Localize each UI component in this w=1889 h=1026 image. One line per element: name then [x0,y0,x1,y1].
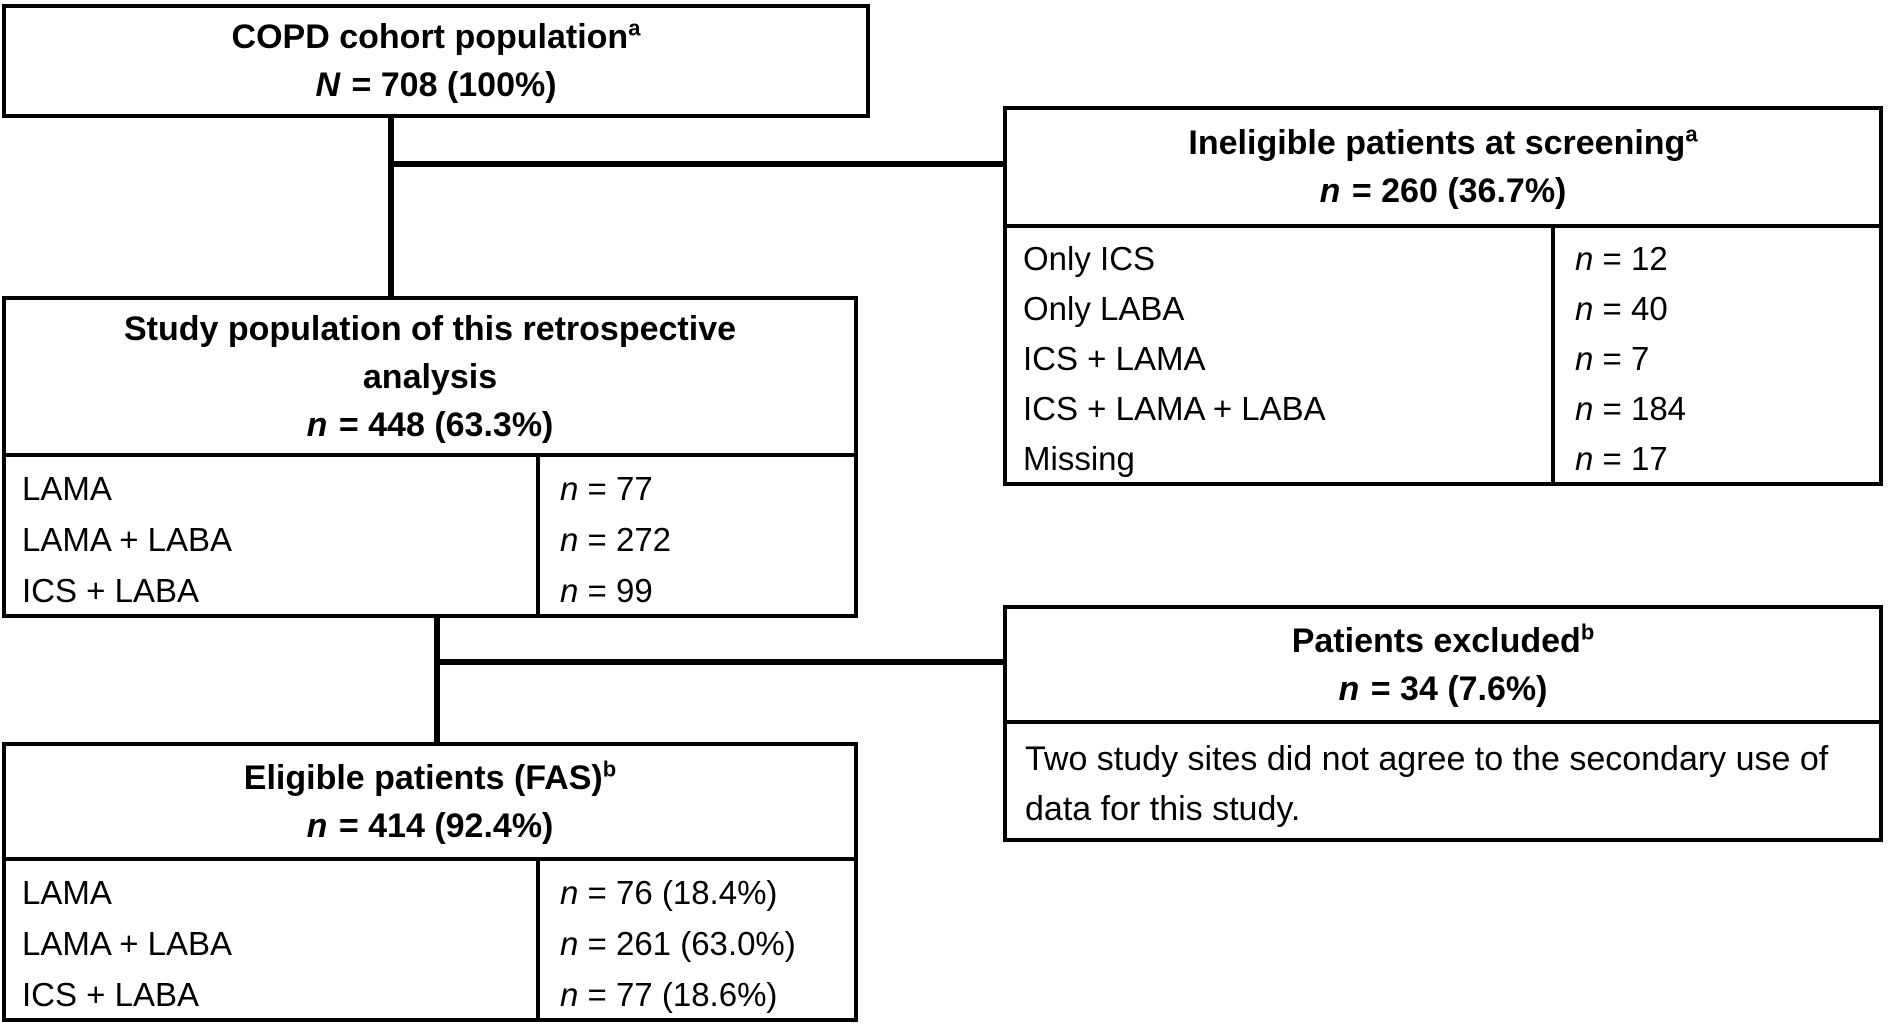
excluded-title-text: Patients excluded [1291,621,1581,660]
count-value: = 184 [1602,390,1687,427]
fas-title: Eligible patients (FAS)b [6,754,854,802]
eligible-patients-fas-box: Eligible patients (FAS)b n = 414 (92.4%)… [2,742,858,1022]
n-symbol: n [306,405,328,444]
ineligible-title: Ineligible patients at screeninga [1007,119,1879,167]
connector-branch-to-ineligible [388,161,1005,167]
treatment-label: LAMA + LABA [22,925,233,962]
treatment-count: n = 99 [560,565,854,616]
study-treatment-labels: LAMA LAMA + LABA ICS + LABA [6,457,536,616]
study-title: Study population of this retrospective a… [6,305,854,401]
n-symbol: n [1575,440,1594,477]
cohort-count: N = 708 (100%) [6,61,866,109]
treatment-count: n = 76 (18.4%) [560,867,854,918]
ineligible-count-text: = 260 (36.7%) [1351,172,1567,210]
study-treatment-counts: n = 77 n = 272 n = 99 [536,457,854,616]
fas-count: n = 414 (92.4%) [6,802,854,850]
n-symbol: n [560,874,579,911]
treatment-count: n = 77 [560,463,854,514]
count-value: = 99 [587,572,653,609]
n-symbol: N [315,66,340,104]
ineligible-treatment-labels: Only ICS Only LABA ICS + LAMA ICS + LAMA… [1007,228,1551,484]
excluded-count: n = 34 (7.6%) [1007,665,1879,713]
treatment-count: n = 77 (18.6%) [560,969,854,1020]
cohort-count-text: = 708 (100%) [351,66,557,104]
count-value: = 77 [587,470,653,507]
count-value: = 76 (18.4%) [587,874,778,911]
cohort-population-box: COPD cohort populationa N = 708 (100%) [2,4,870,118]
excluded-title: Patients excludedb [1007,617,1879,665]
ineligible-table: Only ICS Only LABA ICS + LAMA ICS + LAMA… [1007,224,1879,484]
n-symbol: n [560,521,579,558]
treatment-count: n = 12 [1575,234,1879,284]
treatment-label: Missing [1023,440,1135,477]
treatment-count: n = 184 [1575,384,1879,434]
count-value: = 7 [1602,340,1650,377]
treatment-label: LAMA [22,874,112,911]
fas-count-text: = 414 (92.4%) [338,806,554,845]
treatment-count: n = 17 [1575,434,1879,484]
treatment-label: ICS + LABA [22,572,200,609]
connector-branch-to-excluded [434,659,1005,665]
cohort-title: COPD cohort populationa [6,13,866,61]
study-count: n = 448 (63.3%) [6,401,854,449]
connector-cohort-to-study-vertical [388,114,394,300]
footnote-marker-a: a [628,15,641,41]
fas-treatment-labels: LAMA LAMA + LABA ICS + LABA [6,861,536,1020]
treatment-label: Only LABA [1023,290,1185,327]
study-header: Study population of this retrospective a… [6,300,854,453]
fas-treatment-counts: n = 76 (18.4%) n = 261 (63.0%) n = 77 (1… [536,861,854,1020]
treatment-label: LAMA + LABA [22,521,233,558]
cohort-header: COPD cohort populationa N = 708 (100%) [6,8,866,114]
count-value: = 77 (18.6%) [587,976,778,1013]
cohort-title-text: COPD cohort population [231,18,629,56]
fas-table: LAMA LAMA + LABA ICS + LABA n = 76 (18.4… [6,857,854,1020]
n-symbol: n [306,806,328,845]
n-symbol: n [1575,390,1594,427]
count-value: = 17 [1602,440,1668,477]
treatment-label: ICS + LAMA + LABA [1023,390,1326,427]
n-symbol: n [1338,669,1360,708]
treatment-count: n = 40 [1575,284,1879,334]
footnote-marker-b: b [602,756,617,782]
footnote-marker-a: a [1685,121,1698,147]
count-value: = 12 [1602,240,1668,277]
treatment-label: LAMA [22,470,112,507]
n-symbol: n [560,572,579,609]
excluded-reason: Two study sites did not agree to the sec… [1007,720,1879,838]
study-population-box: Study population of this retrospective a… [2,296,858,618]
study-title-text: Study population of this retrospective a… [123,309,737,396]
treatment-count: n = 7 [1575,334,1879,384]
ineligible-title-text: Ineligible patients at screening [1188,124,1686,162]
ineligible-patients-box: Ineligible patients at screeninga n = 26… [1003,106,1883,486]
excluded-header: Patients excludedb n = 34 (7.6%) [1007,609,1879,720]
ineligible-treatment-counts: n = 12 n = 40 n = 7 n = 184 n = 17 [1551,228,1879,484]
study-count-text: = 448 (63.3%) [338,405,554,444]
footnote-marker-b: b [1580,619,1595,645]
count-value: = 261 (63.0%) [587,925,796,962]
treatment-label: Only ICS [1023,240,1156,277]
patients-excluded-box: Patients excludedb n = 34 (7.6%) Two stu… [1003,605,1883,842]
n-symbol: n [560,470,579,507]
connector-study-to-fas-vertical [434,614,440,746]
treatment-label: ICS + LAMA [1023,340,1206,377]
n-symbol: n [1575,240,1594,277]
ineligible-count: n = 260 (36.7%) [1007,167,1879,215]
n-symbol: n [1319,172,1341,210]
treatment-count: n = 272 [560,514,854,565]
n-symbol: n [1575,340,1594,377]
fas-header: Eligible patients (FAS)b n = 414 (92.4%) [6,746,854,857]
n-symbol: n [560,976,579,1013]
fas-title-text: Eligible patients (FAS) [243,758,603,797]
n-symbol: n [1575,290,1594,327]
excluded-reason-text: Two study sites did not agree to the sec… [1025,740,1829,828]
count-value: = 40 [1602,290,1668,327]
excluded-count-text: = 34 (7.6%) [1370,669,1548,708]
study-table: LAMA LAMA + LABA ICS + LABA n = 77 n = 2… [6,453,854,616]
treatment-count: n = 261 (63.0%) [560,918,854,969]
ineligible-header: Ineligible patients at screeninga n = 26… [1007,110,1879,224]
count-value: = 272 [587,521,672,558]
n-symbol: n [560,925,579,962]
treatment-label: ICS + LABA [22,976,200,1013]
